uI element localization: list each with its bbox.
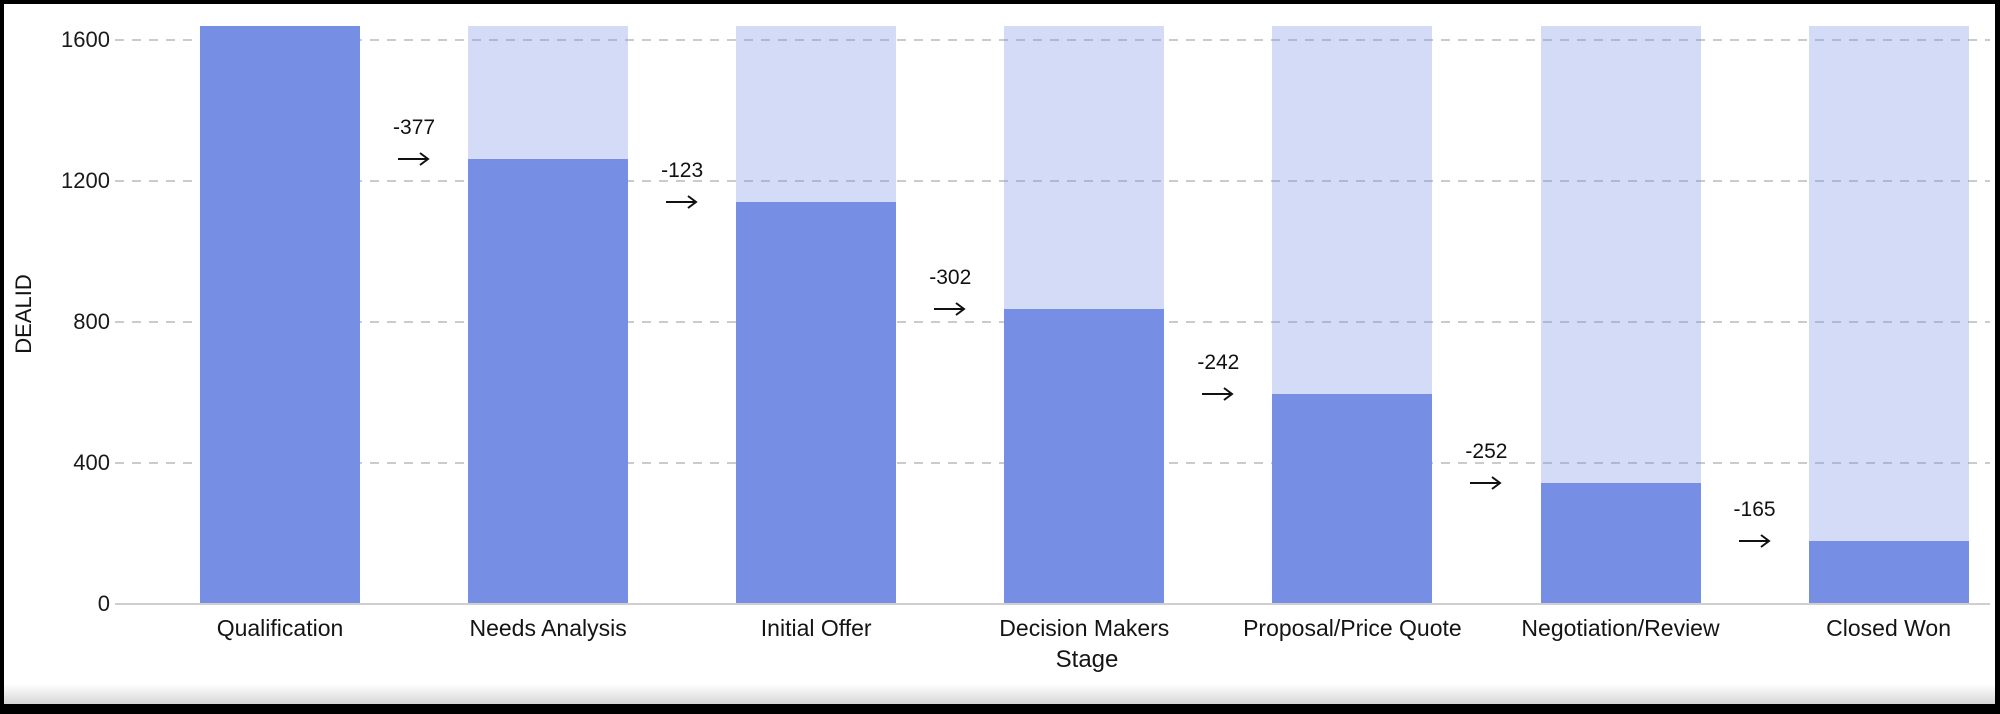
y-gridline (115, 39, 1990, 41)
y-tick-label: 800 (73, 309, 110, 334)
x-axis-line (115, 603, 1990, 605)
y-tick-label: 400 (73, 450, 110, 475)
drop-annotation-label: -302 (929, 265, 972, 289)
y-tick-label: 0 (97, 591, 110, 616)
funnel-stage-bar[interactable] (468, 158, 629, 604)
drop-annotation-label: -242 (1197, 350, 1240, 374)
funnel-total-bar (1808, 25, 1969, 604)
drop-arrow-icon (1468, 475, 1504, 491)
funnel-stage-bar[interactable] (1272, 393, 1433, 604)
x-tick-label: Qualification (216, 615, 344, 641)
funnel-stage-bar[interactable] (1540, 482, 1701, 604)
y-tick-label: 1600 (61, 27, 110, 52)
drop-arrow-icon (1737, 533, 1773, 549)
funnel-stage-bar[interactable] (1808, 540, 1969, 604)
y-gridline (115, 180, 1990, 182)
x-tick-label: Proposal/Price Quote (1243, 615, 1462, 641)
drop-arrow-icon (396, 151, 432, 167)
x-tick-label: Initial Offer (760, 615, 872, 641)
funnel-stage-bar[interactable] (736, 202, 897, 604)
x-axis-title: Stage (1055, 646, 1119, 673)
x-tick-label: Closed Won (1826, 615, 1952, 641)
x-tick-label: Needs Analysis (469, 615, 627, 641)
drop-annotation-label: -165 (1733, 497, 1776, 521)
drop-arrow-icon (1200, 386, 1236, 402)
funnel-stage-bar[interactable] (200, 25, 360, 604)
chart-canvas: DEALID Stage 0 400 800 1200 1600 Qualificatio… (4, 4, 1995, 704)
plot-area: DEALID Stage 0 400 800 1200 1600 Qualificatio… (4, 4, 1995, 704)
y-tick-label: 1200 (61, 168, 110, 193)
drop-arrow-icon (932, 301, 968, 317)
x-tick-label: Negotiation/Review (1521, 615, 1720, 641)
funnel-stage-bar[interactable] (1004, 308, 1165, 604)
window-bottom-shadow (4, 684, 1995, 704)
x-tick-label: Decision Makers (999, 615, 1170, 641)
drop-arrow-icon (664, 194, 700, 210)
drop-annotation-label: -123 (661, 159, 704, 183)
drop-annotation-label: -252 (1465, 439, 1508, 463)
drop-annotation-label: -377 (393, 115, 436, 139)
